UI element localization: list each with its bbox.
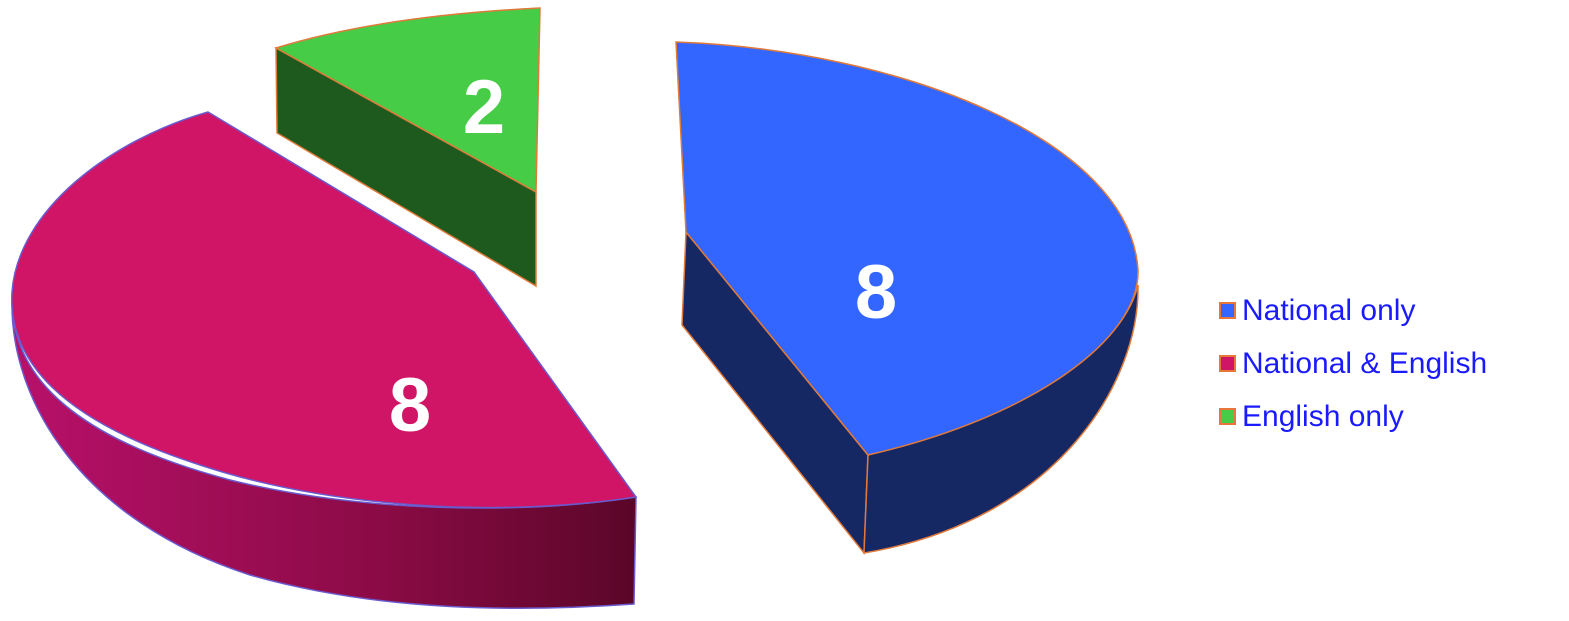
chart-legend: National only National & English English… — [1219, 284, 1487, 443]
slice-top-national-english — [11, 111, 638, 509]
legend-swatch-english-only — [1219, 408, 1236, 425]
legend-swatch-national-english — [1219, 355, 1236, 372]
legend-item-national-english: National & English — [1219, 337, 1487, 390]
slice-label-national-only: 8 — [855, 250, 897, 335]
legend-label-national-only: National only — [1242, 293, 1416, 327]
slice-label-english-only: 2 — [463, 65, 505, 150]
legend-swatch-national-only — [1219, 302, 1236, 319]
legend-item-english-only: English only — [1219, 390, 1487, 443]
legend-label-national-english: National & English — [1242, 346, 1488, 380]
slice-group-national-only: 8 — [675, 41, 1139, 556]
legend-label-english-only: English only — [1242, 399, 1404, 433]
legend-item-national-only: National only — [1219, 284, 1487, 337]
slice-group-english-only: 2 — [274, 7, 541, 288]
slice-label-national-english: 8 — [389, 363, 431, 448]
slice-side-national-english — [11, 299, 637, 610]
slice-top-english-only — [274, 7, 541, 194]
slice-group-national-english: 8 — [11, 111, 638, 610]
slice-top-national-only — [675, 41, 1139, 456]
